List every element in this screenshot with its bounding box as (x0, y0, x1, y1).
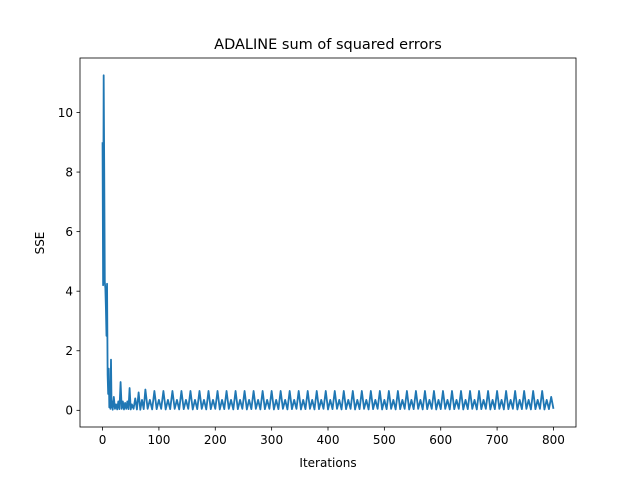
y-tick-label: 4 (65, 284, 73, 298)
plot-area (101, 74, 555, 411)
x-tick-label: 600 (429, 433, 452, 447)
y-tick-label: 0 (65, 404, 73, 418)
y-tick-label: 6 (65, 225, 73, 239)
y-tick-label: 8 (65, 165, 73, 179)
y-axis-label: SSE (33, 232, 47, 255)
y-tick-label: 2 (65, 344, 73, 358)
x-tick-label: 500 (373, 433, 396, 447)
x-tick-label: 700 (486, 433, 509, 447)
plot-frame (79, 57, 577, 428)
axis-ticks: 0 100 200 300 400 500 600 700 800 0 2 4 6 8 10 (58, 106, 565, 447)
x-tick-label: 100 (147, 433, 170, 447)
x-tick-label: 0 (99, 433, 107, 447)
y-tick-label: 10 (58, 106, 73, 120)
x-tick-label: 400 (317, 433, 340, 447)
x-tick-label: 800 (542, 433, 565, 447)
chart-title: ADALINE sum of squared errors (214, 37, 442, 53)
x-tick-label: 300 (260, 433, 283, 447)
x-tick-label: 200 (204, 433, 227, 447)
x-axis-label: Iterations (299, 456, 356, 470)
sse-series-line (101, 74, 555, 411)
